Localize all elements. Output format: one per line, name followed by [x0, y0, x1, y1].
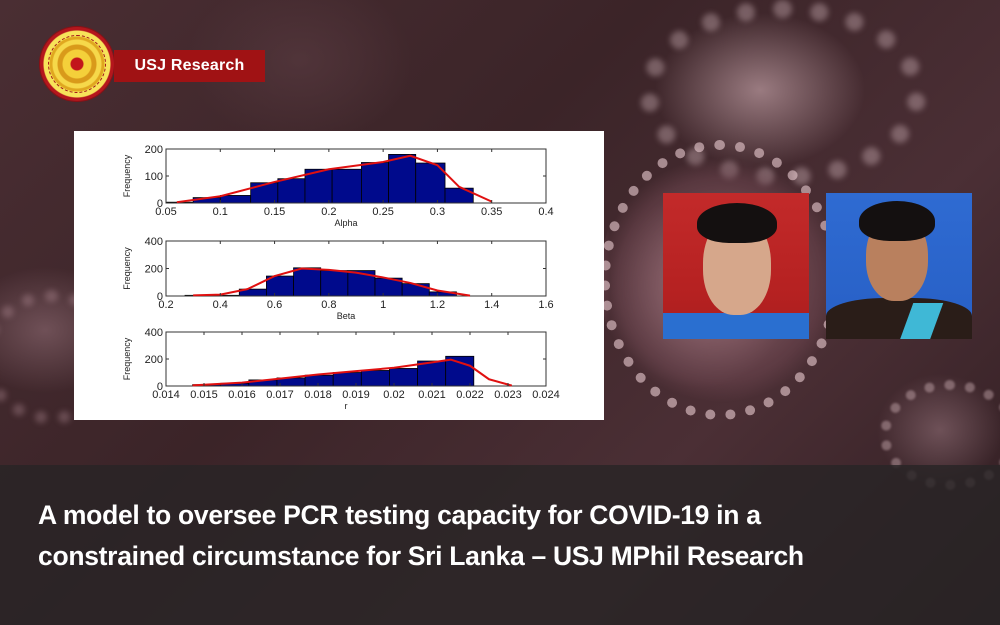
title-band [0, 465, 1000, 625]
histogram-bar [388, 153, 417, 204]
researcher-photo-female [826, 193, 972, 339]
university-emblem-icon [40, 27, 114, 101]
x-tick-label: 0.2 [321, 206, 336, 218]
x-axis-label: Beta [337, 311, 356, 321]
x-tick-label: 0.25 [372, 206, 393, 218]
hair [697, 203, 777, 243]
histogram-bar [304, 168, 333, 204]
x-axis-label: Alpha [334, 218, 357, 228]
y-tick-label: 200 [145, 264, 163, 276]
headline: A model to oversee PCR testing capacity … [38, 495, 978, 577]
x-tick-label: 0.014 [152, 389, 180, 401]
histogram-bar [250, 182, 279, 204]
brand-label: USJ Research [114, 50, 265, 82]
x-tick-label: 0.3 [430, 206, 445, 218]
y-axis-label: Frequency [122, 247, 132, 290]
histogram-bar [332, 372, 362, 387]
y-tick-label: 0 [157, 198, 163, 210]
x-tick-label: 0.018 [304, 389, 332, 401]
researcher-photo-male [663, 193, 809, 339]
histogram-bar [320, 270, 349, 297]
histogram-bar [360, 370, 390, 387]
x-tick-label: 0.024 [532, 389, 560, 401]
y-tick-label: 400 [145, 236, 163, 248]
x-tick-label: 0.8 [321, 299, 336, 311]
hair [859, 201, 935, 241]
x-tick-label: 0.016 [228, 389, 256, 401]
x-tick-label: 0.4 [213, 299, 228, 311]
x-tick-label: 0.6 [267, 299, 282, 311]
x-tick-label: 0.02 [383, 389, 404, 401]
density-curve [193, 267, 471, 297]
x-tick-label: 0.4 [538, 206, 553, 218]
histogram-bar [415, 162, 446, 204]
emblem-ring [48, 35, 106, 93]
x-tick-label: 0.15 [264, 206, 285, 218]
x-tick-label: 0.017 [266, 389, 294, 401]
histogram-bar [331, 168, 362, 204]
headline-line-2: constrained circumstance for Sri Lanka –… [38, 541, 804, 571]
x-tick-label: 0.35 [481, 206, 502, 218]
y-tick-label: 100 [145, 171, 163, 183]
x-tick-label: 0.023 [494, 389, 522, 401]
density-curve [192, 358, 513, 387]
x-tick-label: 1.2 [430, 299, 445, 311]
headline-line-1: A model to oversee PCR testing capacity … [38, 500, 761, 530]
histogram-bar [445, 355, 475, 387]
y-tick-label: 400 [145, 327, 163, 339]
y-tick-label: 200 [145, 144, 163, 156]
histogram-bar [417, 360, 447, 387]
x-tick-label: 0.1 [213, 206, 228, 218]
histogram-bar [293, 267, 322, 297]
y-tick-label: 200 [145, 354, 163, 366]
x-tick-label: 0.05 [155, 206, 176, 218]
x-tick-label: 1.6 [538, 299, 553, 311]
x-tick-label: 0.2 [158, 299, 173, 311]
shirt [663, 313, 809, 339]
density-curve [176, 154, 493, 204]
y-tick-label: 0 [157, 381, 163, 393]
histogram-charts: 0.05 0.1 0.15 0.2 0.25 0.3 0.35 0.40100200Alpha… [122, 144, 560, 411]
histogram-bar [304, 374, 334, 387]
histogram-panel: 0.05 0.1 0.15 0.2 0.25 0.3 0.35 0.4 0 100 200 Alpha… [74, 131, 604, 420]
blouse [826, 298, 972, 339]
x-tick-label: 0.022 [456, 389, 484, 401]
x-tick-label: 1 [380, 299, 386, 311]
y-axis-label: Frequency [122, 337, 132, 380]
x-axis-label: r [345, 401, 348, 411]
y-tick-label: 0 [157, 291, 163, 303]
x-tick-label: 0.019 [342, 389, 370, 401]
x-tick-label: 1.4 [484, 299, 499, 311]
x-tick-label: 0.021 [418, 389, 446, 401]
histogram-bar [361, 162, 389, 204]
x-tick-label: 0.015 [190, 389, 218, 401]
histogram-bar [219, 195, 252, 204]
y-axis-label: Frequency [122, 154, 132, 197]
histogram-bar [277, 178, 306, 204]
